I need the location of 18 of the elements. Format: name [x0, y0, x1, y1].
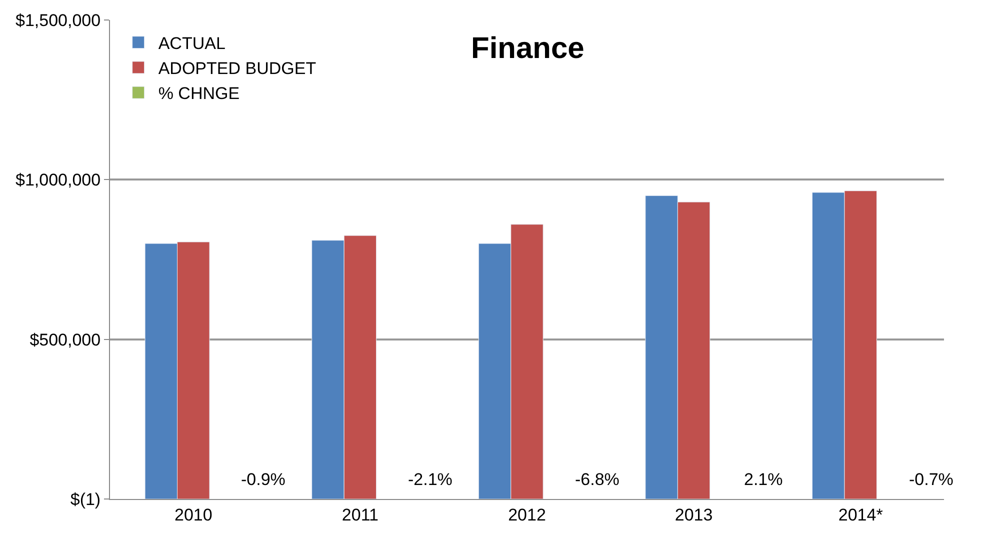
x-tick-label: 2014*: [838, 505, 884, 524]
legend-label: ADOPTED BUDGET: [158, 59, 316, 78]
text: -0.7%: [909, 470, 954, 489]
x-tick-label: 2013: [674, 505, 713, 524]
legend-label: % CHNGE: [158, 84, 240, 104]
text: 2.1%: [744, 470, 783, 489]
y-tick-label: $1,500,000: [16, 10, 101, 30]
x-tick-label: 2011: [342, 505, 378, 524]
y-tick-label: $(1): [70, 490, 101, 509]
text: -2.1%: [408, 470, 452, 489]
chart-title: Finance: [471, 32, 584, 65]
x-tick-label: 2012: [508, 505, 546, 524]
text: -0.9%: [241, 470, 286, 489]
legend-label: ACTUAL: [158, 34, 226, 53]
text: -6.8%: [575, 470, 620, 489]
y-tick-label: $500,000: [30, 330, 101, 350]
x-tick-label: 2010: [174, 505, 212, 524]
y-tick-label: $1,000,000: [16, 170, 101, 190]
